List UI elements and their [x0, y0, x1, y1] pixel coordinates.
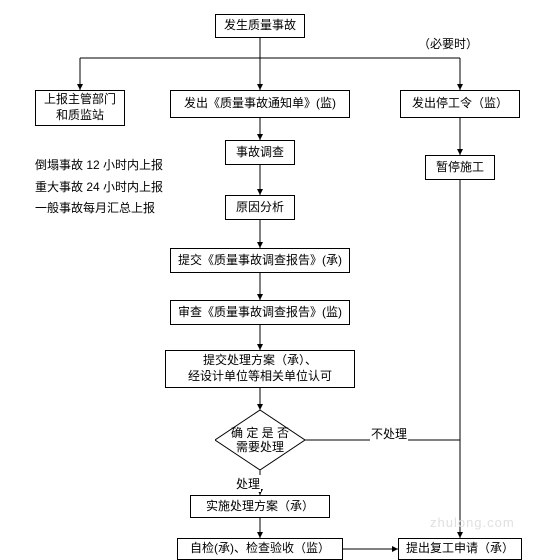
- node-resume: 提出复工申请（承）: [398, 538, 522, 560]
- node-impl: 实施处理方案（承）: [190, 495, 330, 518]
- node-report: 上报主管部门 和质监站: [35, 90, 125, 126]
- watermark: zhulong.com: [430, 515, 515, 530]
- notes-text: 倒塌事故 12 小时内上报 重大事故 24 小时内上报 一般事故每月汇总上报: [35, 155, 163, 220]
- node-decide: 确 定 是 否 需要处理: [215, 410, 305, 470]
- label-necessary: （必要时）: [418, 34, 478, 56]
- flow-edges: [0, 0, 554, 560]
- node-analyze: 原因分析: [225, 195, 295, 220]
- node-notice: 发出《质量事故通知单》(监): [170, 90, 350, 118]
- node-submit: 提交《质量事故调查报告》(承): [170, 248, 350, 273]
- node-review: 审查《质量事故调查报告》(监): [170, 300, 350, 325]
- node-pause: 暂停施工: [425, 155, 495, 180]
- node-start: 发生质量事故: [215, 14, 305, 38]
- label-noprocess: 不处理: [370, 425, 408, 442]
- node-check: 自检(承)、检查验收（监）: [177, 538, 343, 560]
- node-invest: 事故调查: [225, 140, 295, 165]
- node-plan: 提交处理方案（承）、 经设计单位等相关单位认可: [165, 350, 355, 388]
- node-stop: 发出停工令（监）: [400, 90, 520, 118]
- label-process: 处理: [235, 475, 261, 492]
